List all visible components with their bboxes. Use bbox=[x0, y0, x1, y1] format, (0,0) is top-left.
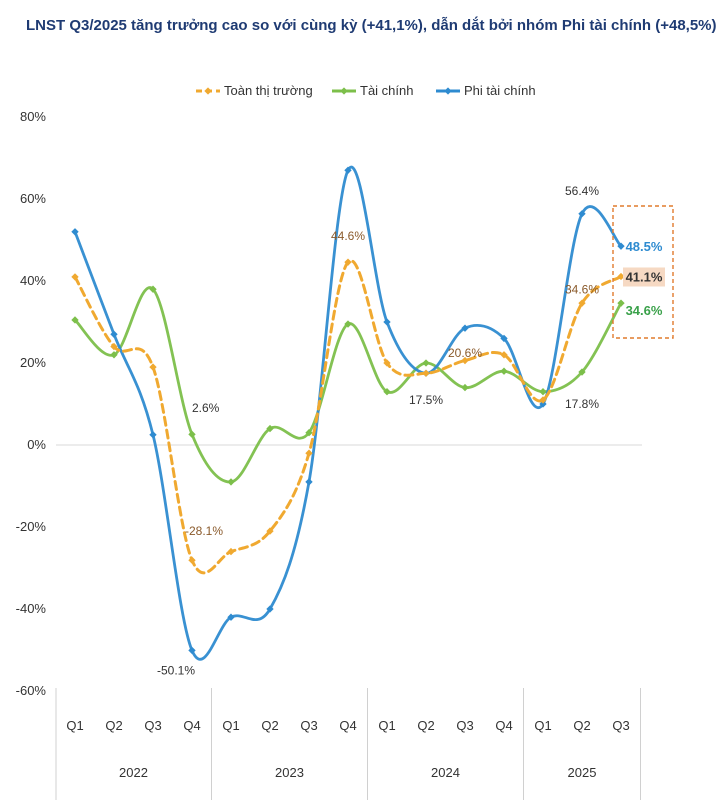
y-tick-label: 0% bbox=[27, 437, 46, 452]
y-tick-label: -20% bbox=[16, 519, 47, 534]
callout-label: 48.5% bbox=[626, 239, 663, 254]
data-point bbox=[110, 342, 118, 351]
legend-item: Phi tài chính bbox=[436, 83, 536, 98]
x-year-label: 2022 bbox=[119, 765, 148, 780]
legend-label: Tài chính bbox=[360, 83, 413, 98]
data-point bbox=[149, 431, 157, 439]
data-point bbox=[500, 351, 508, 359]
data-point bbox=[305, 478, 313, 486]
series-tài-chính bbox=[71, 285, 625, 486]
chart-legend: Toàn thị trường Tài chính Phi tài chính bbox=[196, 83, 536, 98]
annotations: 2.6% -28.1% -50.1% 44.6% 17.5% 20.6% 56.4% 34.6… bbox=[157, 184, 599, 678]
data-point bbox=[422, 369, 430, 377]
x-tick-label: Q1 bbox=[534, 718, 551, 733]
y-axis: 80% 60% 40% 20% 0% -20% -40% -60% bbox=[16, 109, 47, 698]
data-point bbox=[188, 556, 196, 564]
x-tick-label: Q4 bbox=[183, 718, 200, 733]
data-point bbox=[383, 388, 391, 396]
callout-frame bbox=[612, 205, 674, 339]
data-label: -28.1% bbox=[185, 524, 223, 538]
data-point bbox=[266, 527, 274, 535]
data-point bbox=[461, 356, 469, 365]
data-point bbox=[344, 320, 352, 328]
data-point bbox=[344, 258, 352, 266]
data-point bbox=[617, 299, 625, 307]
data-label: 44.6% bbox=[331, 229, 365, 243]
data-point bbox=[578, 368, 586, 376]
series-toàn-thị-trường bbox=[71, 258, 625, 575]
x-tick-label: Q1 bbox=[378, 718, 395, 733]
data-label: 2.6% bbox=[192, 401, 220, 415]
x-year-label: 2025 bbox=[568, 765, 597, 780]
y-tick-label: 60% bbox=[20, 191, 46, 206]
x-tick-label: Q2 bbox=[417, 718, 434, 733]
data-point bbox=[344, 166, 352, 174]
callout-label: 34.6% bbox=[626, 303, 663, 318]
data-point bbox=[617, 272, 625, 281]
x-tick-label: Q3 bbox=[300, 718, 317, 733]
data-label: 34.6% bbox=[565, 282, 599, 296]
data-point bbox=[500, 367, 508, 375]
x-axis: Q1 Q2 Q3 Q4 Q1 Q2 Q3 Q4 Q1 Q2 Q3 Q4 Q1 Q2 Q3 2022 2023 20… bbox=[55, 688, 641, 800]
data-point bbox=[227, 478, 235, 486]
data-point bbox=[305, 449, 313, 457]
x-tick-label: Q2 bbox=[105, 718, 122, 733]
data-point bbox=[383, 318, 391, 326]
data-point bbox=[305, 429, 313, 437]
data-point bbox=[461, 324, 469, 332]
x-tick-label: Q3 bbox=[456, 718, 473, 733]
data-point bbox=[539, 396, 547, 404]
data-point bbox=[539, 388, 547, 396]
x-year-label: 2024 bbox=[431, 765, 460, 780]
data-point bbox=[422, 359, 430, 367]
legend-marker bbox=[340, 87, 348, 95]
data-point bbox=[227, 613, 235, 621]
x-tick-label: Q1 bbox=[66, 718, 83, 733]
x-tick-label: Q4 bbox=[339, 718, 356, 733]
data-point bbox=[461, 383, 469, 392]
data-point bbox=[71, 228, 79, 236]
y-tick-label: 80% bbox=[20, 109, 46, 124]
x-tick-label: Q1 bbox=[222, 718, 239, 733]
x-tick-label: Q2 bbox=[261, 718, 278, 733]
legend-label: Phi tài chính bbox=[464, 83, 536, 98]
data-point bbox=[500, 334, 508, 343]
legend-marker bbox=[204, 87, 212, 95]
data-label: 17.5% bbox=[409, 393, 443, 407]
data-point bbox=[71, 316, 79, 324]
data-label: 56.4% bbox=[565, 184, 599, 198]
legend-marker bbox=[444, 87, 452, 95]
x-tick-label: Q2 bbox=[573, 718, 590, 733]
x-year-label: 2023 bbox=[275, 765, 304, 780]
series-line bbox=[73, 165, 623, 661]
data-point bbox=[578, 299, 586, 307]
legend-label: Toàn thị trường bbox=[224, 83, 313, 98]
data-label: 17.8% bbox=[565, 397, 599, 411]
data-point bbox=[71, 273, 79, 281]
legend-item: Tài chính bbox=[332, 83, 413, 98]
data-point bbox=[149, 363, 157, 371]
x-tick-label: Q3 bbox=[144, 718, 161, 733]
data-label: 20.6% bbox=[448, 346, 482, 360]
y-tick-label: 40% bbox=[20, 273, 46, 288]
callout-label: 41.1% bbox=[626, 269, 663, 284]
data-label: -50.1% bbox=[157, 664, 195, 678]
x-tick-label: Q4 bbox=[495, 718, 512, 733]
data-point bbox=[266, 605, 274, 613]
callout-box: 48.5% 41.1% 34.6% bbox=[612, 205, 674, 339]
x-tick-label: Q3 bbox=[612, 718, 629, 733]
data-point bbox=[110, 330, 118, 338]
series-line bbox=[73, 259, 623, 575]
y-tick-label: 20% bbox=[20, 355, 46, 370]
legend-item: Toàn thị trường bbox=[196, 83, 313, 98]
data-point bbox=[188, 430, 196, 439]
callout-highlight bbox=[623, 267, 665, 287]
data-point bbox=[149, 285, 157, 293]
y-tick-label: -60% bbox=[16, 683, 47, 698]
data-point bbox=[266, 424, 274, 433]
chart-title: LNST Q3/2025 tăng trưởng cao so với cùng… bbox=[26, 16, 717, 34]
data-point bbox=[383, 359, 391, 367]
y-tick-label: -40% bbox=[16, 601, 47, 616]
